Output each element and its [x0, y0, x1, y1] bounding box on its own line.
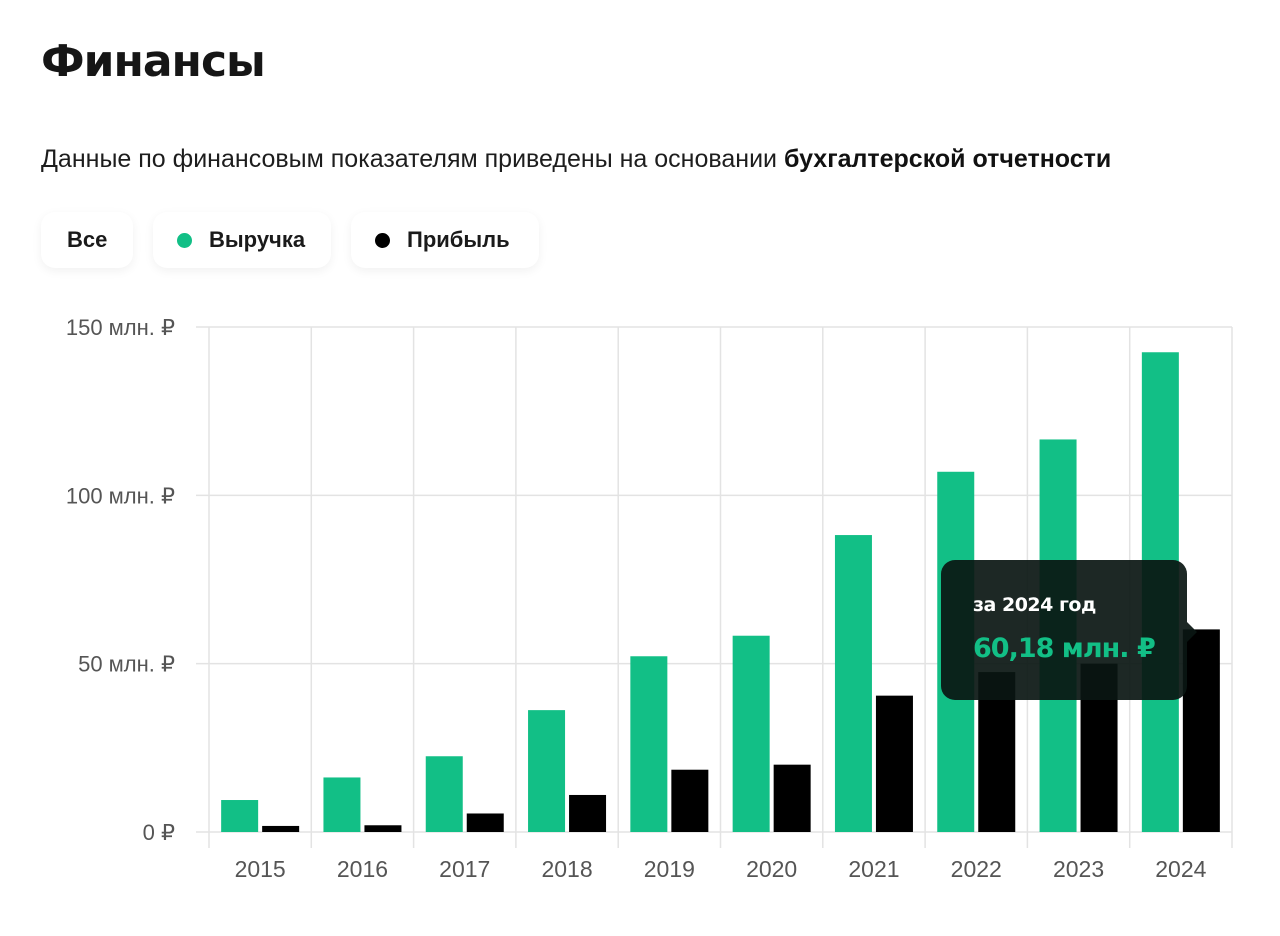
filter-profit-button[interactable]: Прибыль [351, 212, 539, 268]
x-tick-label: 2022 [951, 856, 1002, 882]
page-title: Финансы [41, 36, 266, 87]
revenue-bar-2020 [732, 635, 770, 832]
x-tick-label: 2016 [337, 856, 388, 882]
revenue-bar-2018 [528, 710, 566, 832]
x-tick-label: 2015 [235, 856, 286, 882]
subtitle-bold-text: бухгалтерской отчетности [783, 145, 1112, 173]
filter-revenue-label: Выручка [209, 227, 306, 252]
x-tick-label: 2019 [644, 856, 695, 882]
revenue-bar-2015 [221, 800, 259, 832]
x-tick-label: 2017 [439, 856, 490, 882]
filter-all-label: Все [67, 227, 108, 252]
revenue-bar-2017 [425, 756, 463, 832]
chart-tooltip: за 2024 год 60,18 млн. ₽ [941, 560, 1197, 700]
y-tick-label: 0 ₽ [143, 820, 175, 845]
x-tick-label: 2021 [848, 856, 899, 882]
x-tick-label: 2023 [1053, 856, 1104, 882]
x-tick-label: 2024 [1155, 856, 1206, 882]
y-tick-label: 150 млн. ₽ [66, 315, 175, 340]
revenue-bar-2021 [834, 535, 872, 832]
profit-bar-2015 [262, 825, 300, 832]
tooltip-period-label: за 2024 год [973, 594, 1096, 616]
filter-revenue-button[interactable]: Выручка [153, 212, 331, 268]
profit-dot-icon [375, 232, 390, 248]
revenue-dot-icon [177, 232, 192, 248]
filter-all-button[interactable]: Все [41, 212, 133, 268]
revenue-bar-2016 [323, 777, 361, 832]
tooltip-value: 60,18 млн. ₽ [973, 633, 1156, 664]
revenue-bar-2019 [630, 656, 668, 832]
page-subtitle: Данные по финансовым показателям приведе… [41, 142, 1111, 176]
subtitle-text: Данные по финансовым показателям приведе… [41, 145, 784, 173]
profit-bar-2016 [364, 825, 402, 832]
profit-bar-2020 [773, 764, 811, 832]
filter-profit-label: Прибыль [407, 227, 510, 252]
y-tick-label: 50 млн. ₽ [78, 652, 175, 677]
profit-bar-2019 [671, 769, 709, 832]
x-tick-label: 2020 [746, 856, 797, 882]
profit-bar-2018 [569, 794, 607, 832]
profit-bar-2021 [875, 695, 913, 832]
profit-bar-2024 [1182, 629, 1220, 832]
x-tick-label: 2018 [541, 856, 592, 882]
y-tick-label: 100 млн. ₽ [66, 483, 175, 508]
profit-bar-2017 [466, 813, 504, 832]
